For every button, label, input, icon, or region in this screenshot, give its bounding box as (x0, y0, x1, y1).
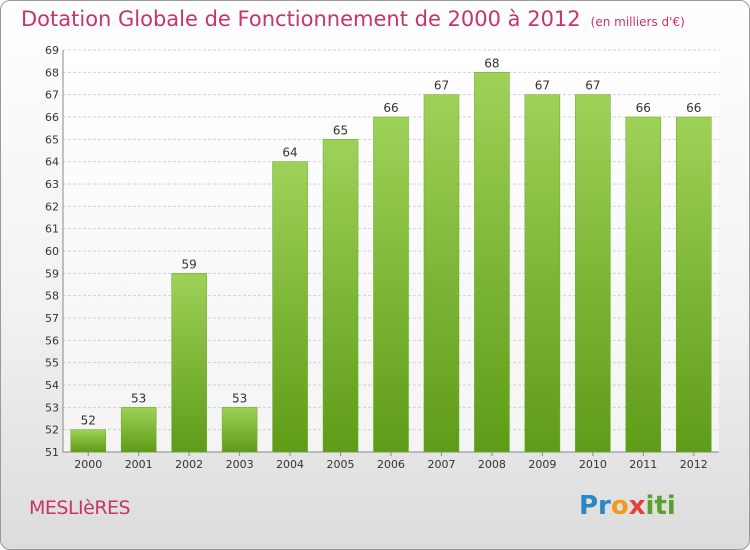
x-tick-label: 2006 (377, 458, 405, 471)
y-tick-label: 60 (45, 245, 59, 258)
y-tick-label: 67 (45, 89, 59, 102)
x-tick-label: 2005 (327, 458, 355, 471)
x-tick-label: 2000 (74, 458, 102, 471)
y-tick-label: 53 (45, 401, 59, 414)
bar (70, 429, 106, 453)
data-label: 53 (131, 391, 146, 405)
y-tick-label: 52 (45, 424, 59, 437)
y-tick-label: 55 (45, 357, 59, 370)
plot-area: 51 52 53 54 55 56 57 58 59 60 61 62 63 64 65 66 67 68 69 52… (45, 44, 719, 471)
y-tick-label: 57 (45, 312, 59, 325)
chart-title-text: Dotation Globale de Fonctionnement de 20… (21, 7, 581, 31)
data-label: 64 (282, 146, 297, 160)
x-tick-label: 2002 (175, 458, 203, 471)
y-tick-label: 68 (45, 66, 59, 79)
bar (120, 407, 157, 453)
bar (575, 94, 611, 453)
data-label: 66 (636, 101, 651, 115)
bar (676, 116, 712, 453)
y-tick-label: 64 (45, 156, 59, 169)
data-label: 52 (81, 414, 96, 428)
y-tick-label: 56 (45, 334, 59, 347)
y-tick-label: 58 (45, 290, 59, 303)
data-label: 66 (383, 101, 398, 115)
chart-title: Dotation Globale de Fonctionnement de 20… (21, 7, 685, 31)
y-tick-label: 54 (45, 379, 59, 392)
data-label: 66 (686, 101, 701, 115)
y-tick-label: 61 (45, 223, 59, 236)
bar (171, 273, 207, 453)
data-label: 65 (333, 123, 348, 137)
x-tick-label: 2011 (629, 458, 657, 471)
x-tick-label: 2009 (528, 458, 556, 471)
bar (272, 161, 308, 453)
x-tick-label: 2004 (276, 458, 304, 471)
y-tick-label: 59 (45, 267, 59, 280)
x-tick-label: 2008 (478, 458, 506, 471)
commune-name: MESLIèRES (29, 497, 131, 519)
y-tick-label: 69 (45, 44, 59, 57)
bar (373, 116, 409, 453)
x-tick-label: 2007 (427, 458, 455, 471)
data-label: 67 (434, 79, 449, 93)
y-tick-label: 51 (45, 446, 59, 459)
y-tick-label: 62 (45, 200, 59, 213)
data-label: 53 (232, 391, 247, 405)
bar (474, 72, 510, 453)
x-tick-label: 2010 (579, 458, 607, 471)
data-label: 67 (585, 79, 600, 93)
bar (423, 94, 460, 453)
bar (524, 94, 561, 453)
y-tick-label: 65 (45, 133, 59, 146)
x-tick-label: 2012 (680, 458, 708, 471)
data-label: 68 (484, 56, 499, 70)
proxiti-logo: Proxiti (579, 491, 676, 521)
y-tick-label: 63 (45, 178, 59, 191)
x-tick-label: 2003 (226, 458, 254, 471)
y-tick-label: 66 (45, 111, 59, 124)
data-label: 67 (535, 79, 550, 93)
x-tick-label: 2001 (125, 458, 153, 471)
bar (322, 139, 359, 453)
bar (625, 116, 662, 453)
bar (221, 407, 258, 453)
data-label: 59 (182, 257, 197, 271)
unit-label: (en milliers d'€) (590, 15, 685, 29)
